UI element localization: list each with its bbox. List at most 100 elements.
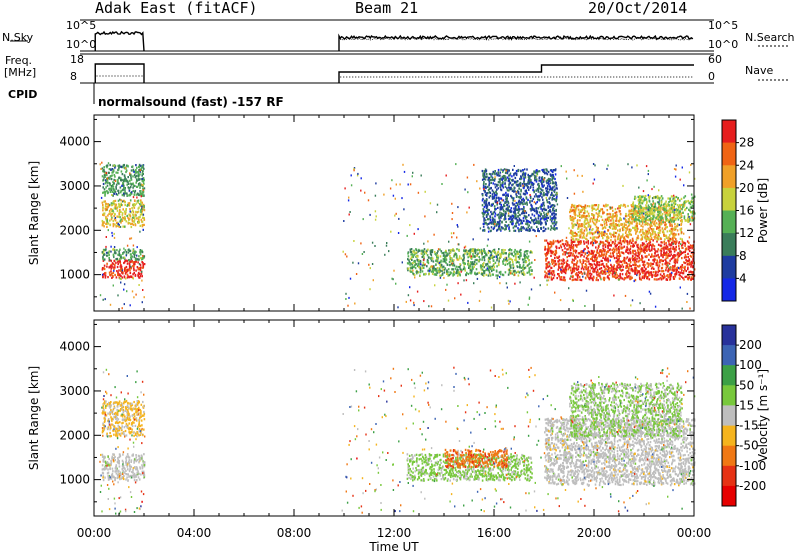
heatmap-cell [525,201,528,204]
heatmap-cell [573,254,575,257]
heatmap-cell [619,253,621,256]
heatmap-cell [518,210,520,213]
heatmap-cell [515,261,518,264]
heatmap-cell [480,248,483,251]
heatmap-cell [680,231,683,234]
heatmap-cell [672,239,674,242]
heatmap-cell [508,229,511,232]
heatmap-cell [692,205,694,208]
heatmap-cell [502,177,505,180]
heatmap-cell [423,273,425,276]
heatmap-cell [630,215,633,219]
heatmap-cell [662,276,665,280]
heatmap-cell [129,185,132,188]
heatmap-cell [589,220,591,223]
heatmap-cell [471,250,473,253]
heatmap-cell [106,207,108,210]
heatmap-cell [515,225,518,228]
heatmap-cell [505,225,507,228]
heatmap-cell [565,267,567,270]
heatmap-cell [640,278,643,281]
heatmap-cell [513,212,516,215]
heatmap-cell [522,211,524,215]
heatmap-cell [684,265,686,268]
heatmap-cell [487,192,489,195]
heatmap-cell [485,202,488,205]
heatmap-cell [650,243,652,246]
heatmap-cell [570,209,572,212]
heatmap-cell [623,276,626,280]
heatmap-cell [588,272,591,275]
heatmap-cell [519,177,521,180]
heatmap-cell [131,222,134,225]
heatmap-cell [566,265,568,268]
heatmap-cell [616,276,619,279]
heatmap-cell [555,246,558,250]
heatmap-cell [654,209,657,212]
heatmap-cell [632,263,634,266]
heatmap-cell [119,186,122,189]
heatmap-cell [583,214,586,218]
heatmap-cell [517,211,519,214]
heatmap-cell [523,181,525,184]
heatmap-cell [596,218,598,221]
heatmap-cell [125,169,128,172]
heatmap-cell [439,274,441,277]
heatmap-cell [607,275,609,278]
heatmap-cell [140,218,143,221]
heatmap-cell [463,254,465,257]
heatmap-cell [516,221,518,224]
heatmap-cell [110,189,113,192]
heatmap-cell [641,244,644,247]
heatmap-cell [585,237,587,240]
heatmap-cell [636,265,639,268]
heatmap-cell [520,201,522,204]
heatmap-cell [544,276,546,279]
heatmap-cell [117,273,119,276]
heatmap-cell [110,202,113,205]
heatmap-cell [623,236,625,239]
heatmap-cell [111,216,113,219]
heatmap-cell [690,255,693,258]
heatmap-cell [614,238,616,241]
heatmap-cell [139,191,142,194]
heatmap-cell [576,268,578,271]
heatmap-cell [493,219,496,222]
heatmap-cell [128,218,131,221]
heatmap-cell [666,274,669,277]
heatmap-cell [140,168,142,171]
heatmap-cell [531,218,533,222]
heatmap-cell [638,271,641,274]
heatmap-cell [597,213,599,216]
heatmap-cell [540,207,542,210]
heatmap-cell [607,267,610,270]
heatmap-cell [603,270,606,273]
heatmap-cell [472,253,474,256]
heatmap-cell [630,241,633,244]
heatmap-cell [523,267,526,270]
heatmap-cell [142,166,144,169]
heatmap-cell [535,202,537,205]
heatmap-cell [439,266,442,269]
heatmap-cell [629,252,632,255]
heatmap-cell [134,184,136,188]
heatmap-cell [508,226,510,229]
heatmap-cell [619,274,621,277]
heatmap-cell [520,266,523,269]
heatmap-cell [102,248,105,251]
heatmap-cell [497,187,500,190]
heatmap-cell [109,273,111,276]
heatmap-cell [488,249,490,253]
heatmap-cell [133,252,136,255]
heatmap-cell [496,203,498,206]
heatmap-cell [573,240,576,243]
heatmap-cell [508,262,510,265]
heatmap-cell [143,256,145,259]
heatmap-cell [669,268,672,271]
heatmap-cell [674,196,676,199]
heatmap-cell [522,264,525,267]
heatmap-cell [600,208,602,211]
heatmap-cell [587,225,589,228]
heatmap-cell [411,267,414,270]
heatmap-cell [652,212,654,216]
